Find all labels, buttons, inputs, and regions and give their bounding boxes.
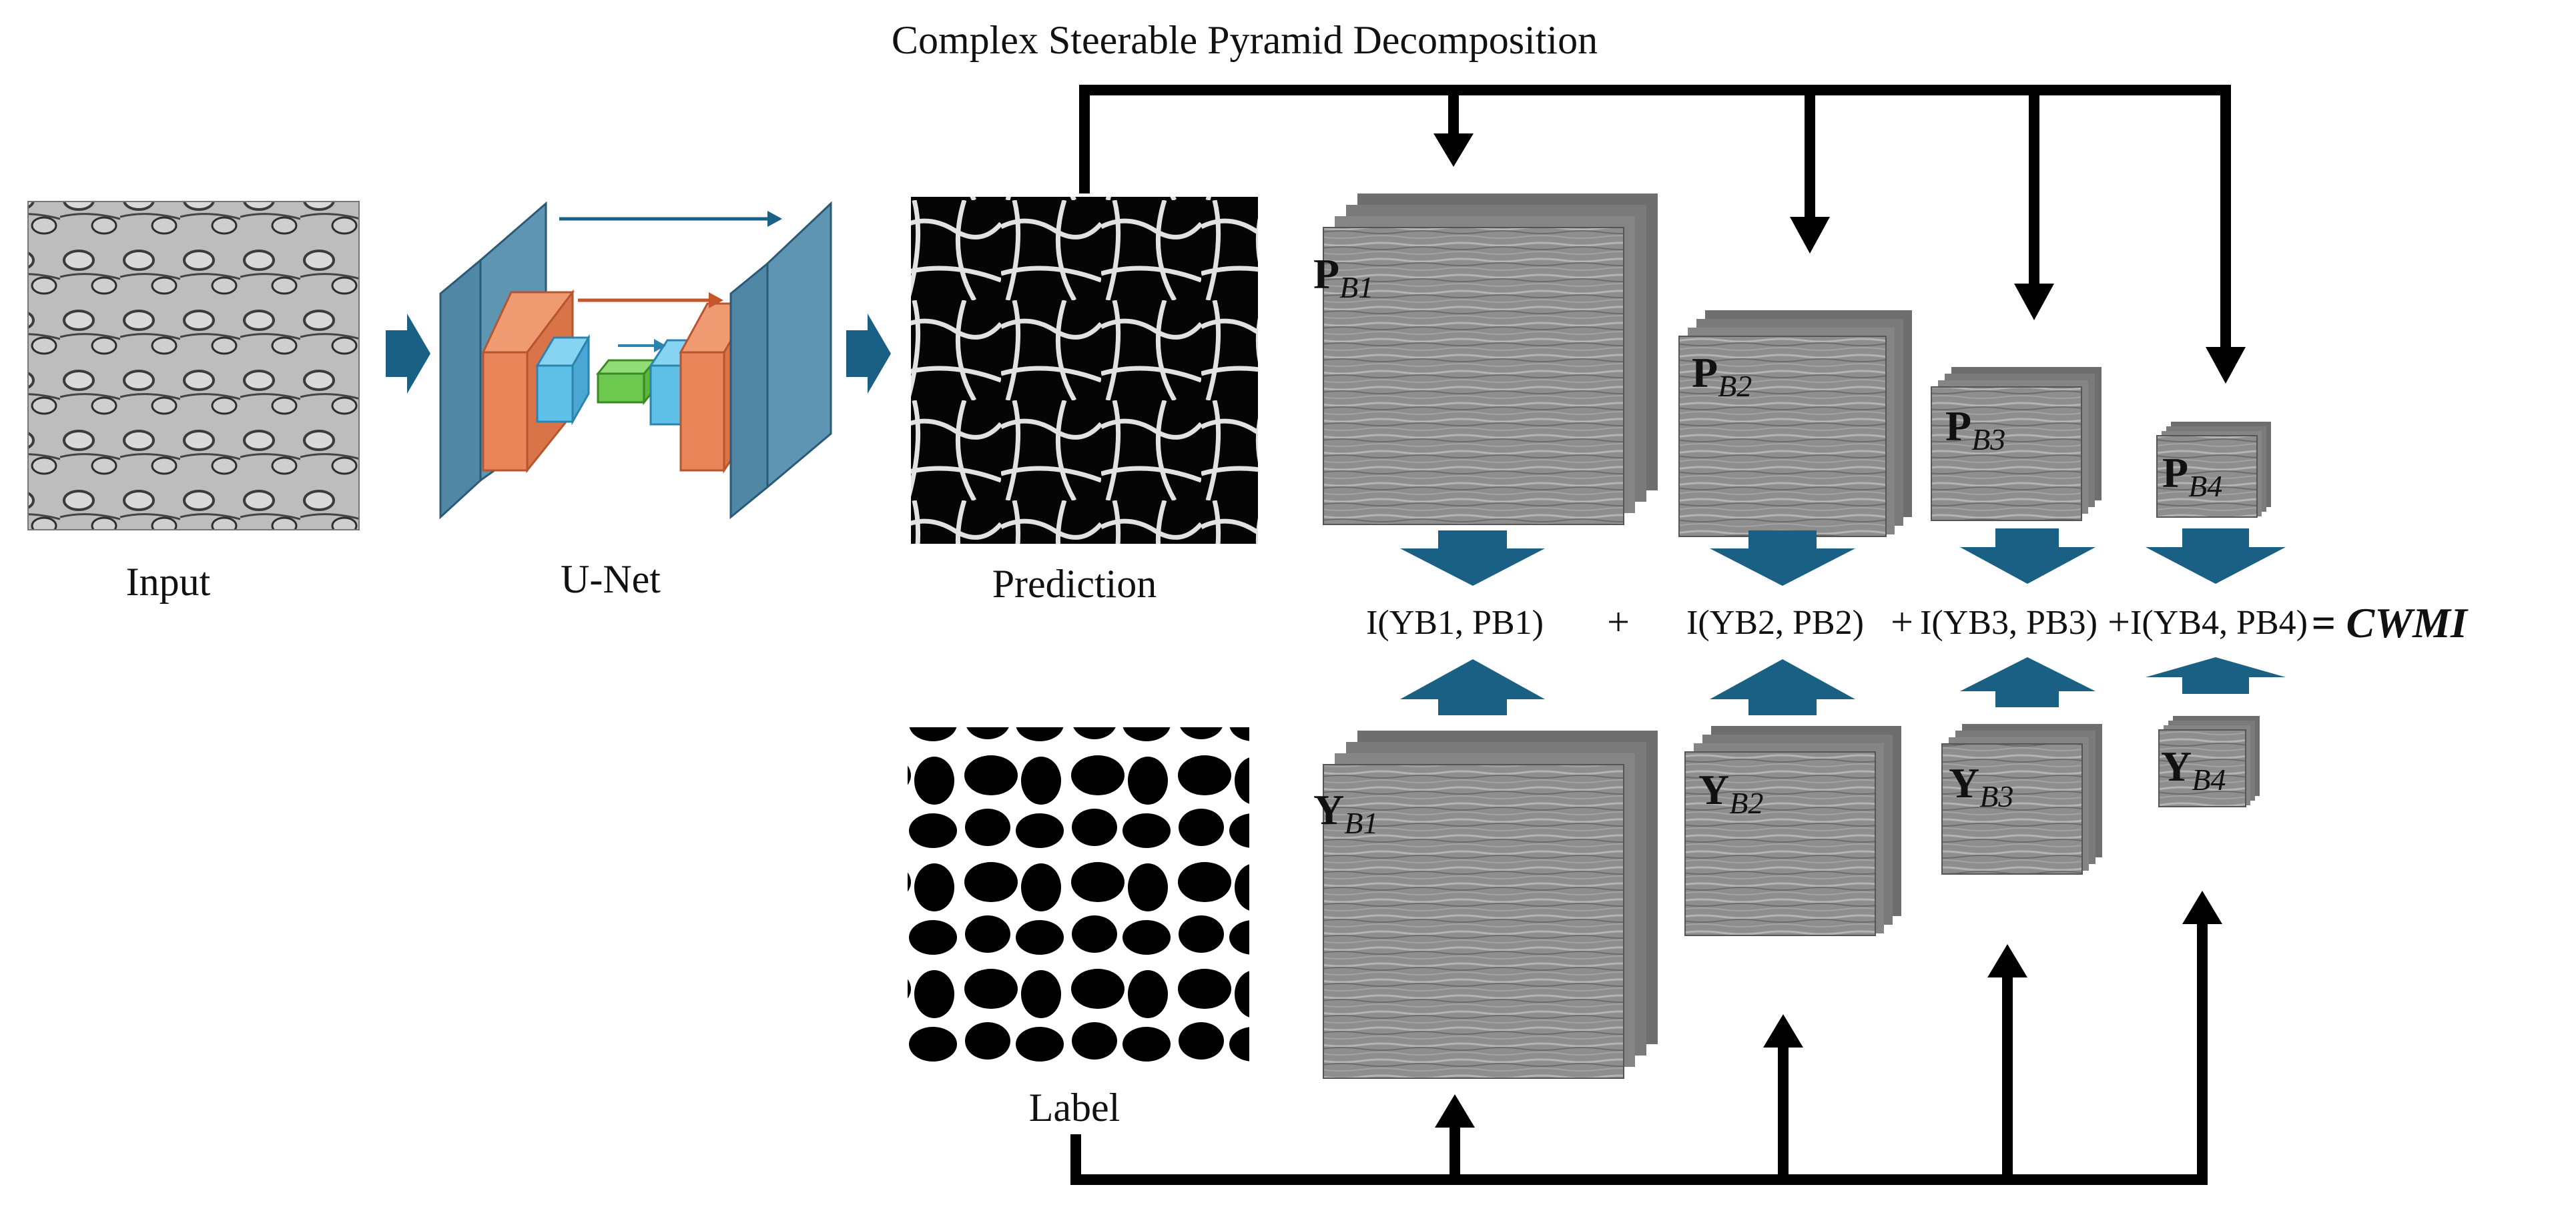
top-arrowheads <box>1433 133 2246 384</box>
arrow-unet-to-prediction <box>846 314 891 394</box>
cwmi-result: = CWMI <box>2311 599 2469 647</box>
arrow-input-to-unet <box>386 314 430 394</box>
down-arrows <box>1400 528 2286 586</box>
pred-band-2-label: PB2 <box>1692 349 1752 403</box>
label-band-3 <box>1941 724 2102 875</box>
label-band-3-label: YB3 <box>1949 759 2013 813</box>
pred-band-1-label: PB1 <box>1313 250 1373 304</box>
label-band-4-label: YB4 <box>2161 743 2226 797</box>
label-band-4 <box>2158 716 2260 807</box>
diagram-title: Complex Steerable Pyramid Decomposition <box>892 18 1598 62</box>
pred-band-4-label: PB4 <box>2162 449 2222 503</box>
prediction-label: Prediction <box>992 562 1157 606</box>
input-label: Input <box>126 560 211 604</box>
top-decomposition-lines <box>1079 85 2231 347</box>
bottom-arrowheads <box>1435 891 2222 1128</box>
pred-band-3-label: PB3 <box>1945 402 2005 456</box>
label-band-2-label: YB2 <box>1698 766 1763 820</box>
prediction-image <box>911 197 1258 544</box>
label-label: Label <box>1029 1086 1120 1130</box>
plus-operator-1: + <box>1607 600 1630 644</box>
bottom-label-lines <box>1070 924 2208 1185</box>
label-band-1-label: YB1 <box>1313 786 1378 840</box>
label-band-1 <box>1323 731 1658 1079</box>
label-band-2 <box>1684 726 1901 936</box>
pred-band-4 <box>2156 422 2271 518</box>
up-arrows <box>1400 657 2286 715</box>
unet-block <box>439 201 832 520</box>
mi-term-3: I(YB3, PB3) <box>1920 604 2098 642</box>
mi-term-1: I(YB1, PB1) <box>1366 604 1544 642</box>
unet-label: U-Net <box>561 557 661 601</box>
mi-term-4: I(YB4, PB4) <box>2130 604 2308 642</box>
mi-term-2: I(YB2, PB2) <box>1686 604 1864 642</box>
label-image <box>908 727 1249 1069</box>
plus-operator-2: + <box>1891 600 1913 644</box>
pred-band-3 <box>1931 367 2102 521</box>
pred-band-2 <box>1678 310 1912 537</box>
pred-band-1 <box>1323 193 1658 525</box>
input-image <box>27 201 360 530</box>
plus-operator-3: + <box>2108 600 2130 644</box>
